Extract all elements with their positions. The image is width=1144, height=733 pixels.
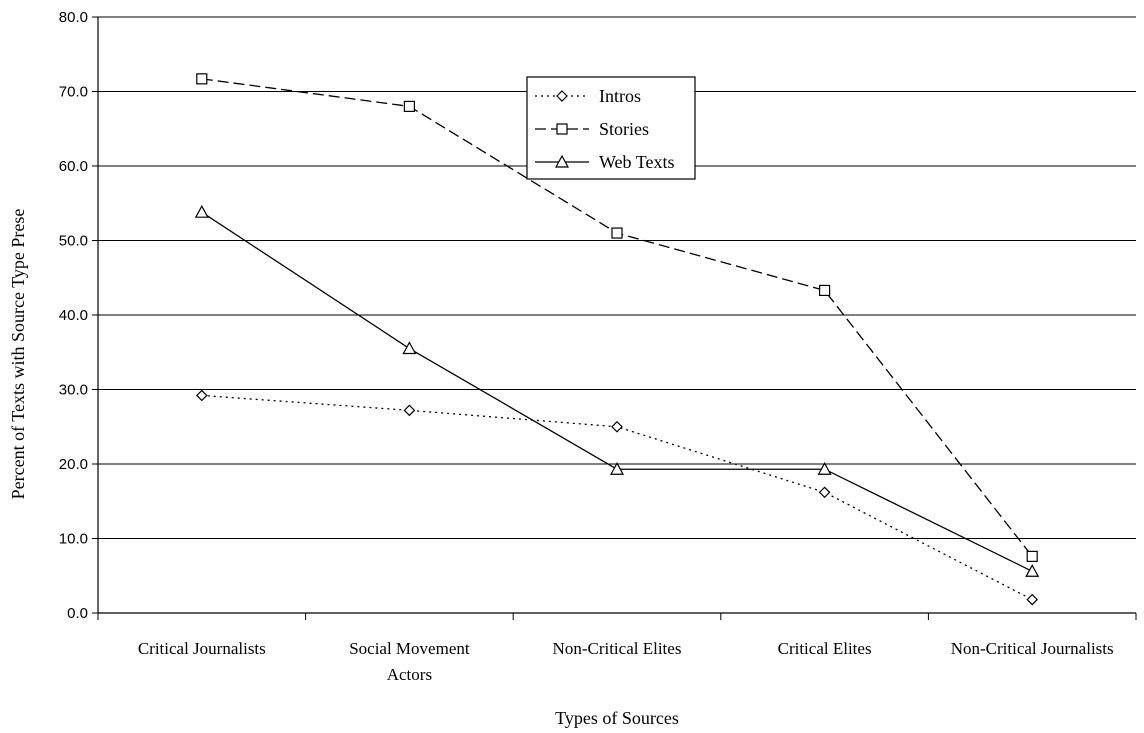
- y-tick-label-8: 80.0: [59, 9, 88, 26]
- x-axis-title: Types of Sources: [555, 708, 679, 728]
- x-tick-label-0: Critical Journalists: [138, 639, 266, 658]
- point-intros-0: [195, 389, 208, 402]
- legend-label-intros: Intros: [599, 86, 641, 106]
- point-stories-3: [818, 284, 831, 297]
- point-web-texts-1: [402, 341, 417, 355]
- series-intros: [195, 389, 1039, 606]
- legend-label-web-texts: Web Texts: [599, 152, 674, 172]
- point-intros-2: [611, 420, 623, 433]
- series-stories: [196, 73, 1038, 562]
- y-tick-label-1: 10.0: [59, 531, 88, 548]
- x-tick-label-2: Non-Critical Elites: [553, 639, 682, 658]
- legend-label-stories: Stories: [599, 119, 649, 139]
- x-tick-label-4: Non-Critical Journalists: [951, 639, 1114, 658]
- legend-marker-intros: [556, 90, 568, 102]
- series-group: [194, 73, 1040, 606]
- series-line-web-texts: [201, 211, 1033, 572]
- point-stories-2: [611, 227, 623, 239]
- point-intros-3: [818, 486, 831, 499]
- point-stories-4: [1026, 550, 1038, 562]
- x-tick-label-1: Social Movement Actors: [349, 639, 470, 684]
- x-tick-label-3: Critical Elites: [778, 639, 872, 658]
- legend-marker-web-texts: [554, 154, 570, 168]
- point-stories-1: [403, 100, 415, 113]
- y-axis-title: Percent of Texts with Source Type Prese: [8, 209, 28, 500]
- y-tick-label-2: 20.0: [59, 456, 88, 473]
- series-web-texts: [194, 204, 1040, 577]
- series-line-intros: [201, 394, 1033, 601]
- y-tick-label-4: 40.0: [59, 307, 88, 324]
- legend: Intros Stories Web Texts: [526, 76, 696, 180]
- point-intros-4: [1026, 593, 1039, 606]
- legend-marker-stories: [556, 123, 568, 135]
- y-tick-labels: 0.0 10.0 20.0 30.0 40.0 50.0 60.0 70.0 80.0: [59, 9, 88, 622]
- y-tick-label-5: 50.0: [59, 233, 88, 250]
- point-stories-0: [196, 73, 208, 85]
- axes: [92, 16, 1137, 620]
- point-intros-1: [403, 404, 416, 417]
- point-web-texts-3: [817, 461, 832, 475]
- point-web-texts-0: [194, 204, 209, 218]
- x-tick-labels: Critical Journalists Social Movement Actor…: [138, 639, 1114, 684]
- y-tick-label-0: 0.0: [67, 605, 88, 622]
- point-web-texts-4: [1025, 564, 1040, 577]
- y-tick-label-3: 30.0: [59, 382, 88, 399]
- y-tick-label-6: 60.0: [59, 158, 88, 175]
- point-web-texts-2: [609, 461, 625, 475]
- y-tick-label-7: 70.0: [59, 84, 88, 101]
